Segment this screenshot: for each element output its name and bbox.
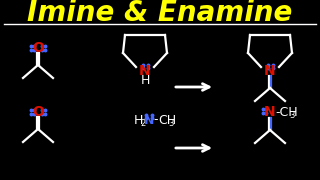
Text: O: O: [32, 41, 44, 55]
Text: H: H: [133, 114, 143, 127]
Text: -CH: -CH: [275, 105, 298, 118]
Text: 3: 3: [289, 111, 295, 120]
Text: N: N: [264, 105, 276, 119]
Text: CH: CH: [158, 114, 176, 127]
Text: H: H: [140, 75, 150, 87]
Text: O: O: [32, 105, 44, 119]
Text: -: -: [153, 114, 157, 127]
Text: N: N: [139, 64, 151, 78]
Text: 3: 3: [168, 118, 174, 127]
Text: 2: 2: [140, 118, 146, 127]
Text: N: N: [144, 114, 154, 127]
Text: Imine & Enamine: Imine & Enamine: [27, 0, 293, 27]
Text: N: N: [264, 64, 276, 78]
